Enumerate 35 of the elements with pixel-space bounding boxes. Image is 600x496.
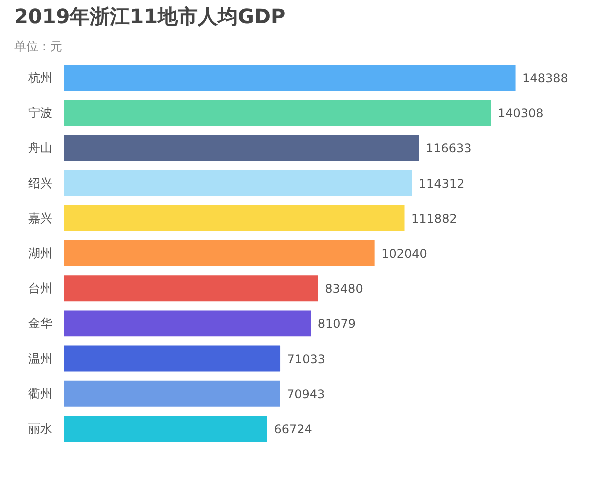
data-label: 71033	[287, 352, 326, 366]
data-label: 114312	[418, 176, 465, 191]
bar	[64, 205, 405, 232]
data-label: 70943	[287, 387, 326, 402]
y-tick-label: 金华	[28, 316, 52, 331]
data-label: 83480	[325, 282, 364, 296]
y-tick-label: 湖州	[28, 246, 52, 260]
data-label: 116633	[426, 142, 472, 156]
bar	[64, 380, 280, 407]
bar	[64, 240, 375, 266]
y-tick-label: 嘉兴	[28, 211, 52, 226]
y-tick-label: 丽水	[28, 422, 52, 436]
y-tick-label: 宁波	[28, 106, 52, 120]
chart-subtitle: 单位：元	[14, 40, 62, 54]
y-tick-label: 衢州	[28, 386, 52, 401]
data-label: 148388	[522, 72, 568, 86]
bar	[64, 276, 318, 302]
bar	[64, 416, 268, 442]
chart-title: 2019年浙江11地市人均GDP	[14, 4, 286, 28]
bar	[64, 310, 312, 337]
bar	[64, 65, 516, 92]
data-label: 111882	[412, 212, 458, 226]
data-label: 81079	[318, 317, 356, 332]
y-tick-label: 绍兴	[28, 176, 52, 190]
data-label: 66724	[274, 422, 312, 436]
data-label: 140308	[498, 106, 544, 121]
bar	[64, 346, 281, 372]
bar	[64, 170, 412, 196]
y-tick-label: 温州	[28, 352, 52, 366]
bar	[64, 135, 420, 162]
data-label: 102040	[382, 247, 428, 261]
y-tick-label: 杭州	[28, 71, 52, 86]
y-tick-label: 台州	[28, 282, 52, 296]
y-tick-label: 舟山	[28, 141, 52, 156]
bar	[64, 100, 492, 126]
